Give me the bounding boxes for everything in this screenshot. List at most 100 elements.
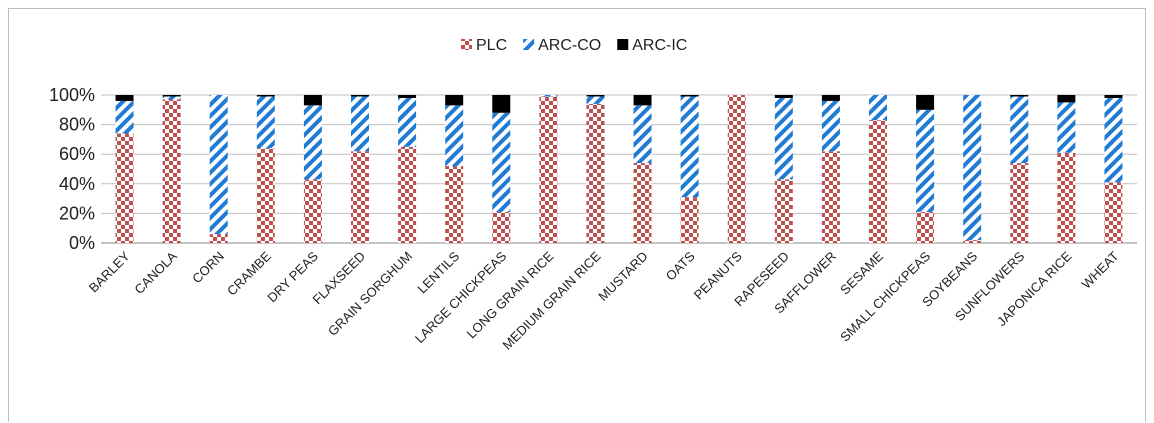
legend-swatch-plc	[461, 39, 472, 50]
bar-arc-co	[1104, 97, 1123, 183]
stacked-bar-chart: PLC ARC-CO ARC-IC 0% 20% 40% 60% 80% 100% BARLE…	[49, 37, 1137, 353]
bar-stack-corn	[209, 95, 228, 243]
bar-arc-ic	[1057, 95, 1076, 103]
bar-arc-co	[398, 97, 417, 147]
bar-stack-rapeseed	[774, 95, 793, 243]
bar-arc-co	[115, 100, 134, 134]
bar-arc-ic	[916, 95, 935, 110]
legend-swatch-arc-co	[523, 39, 535, 50]
bar-arc-co	[963, 95, 982, 241]
bar-stack-barley	[115, 95, 134, 243]
bar-stack-dry-peas	[303, 95, 322, 243]
bar-stack-flaxseed	[351, 95, 369, 243]
legend-swatch-arc-ic	[617, 39, 629, 50]
bar-plc	[115, 133, 134, 243]
bar-plc	[351, 151, 369, 243]
chart-frame: PLC ARC-CO ARC-IC 0% 20% 40% 60% 80% 100% BARLE…	[8, 8, 1146, 422]
bar-arc-co	[586, 96, 605, 104]
x-tick-label: BARLEY	[86, 248, 133, 295]
bar-arc-co	[445, 105, 464, 167]
x-tick-label: SMALL CHICKPEAS	[837, 248, 933, 344]
bar-arc-ic	[303, 95, 322, 106]
bar-plc	[586, 103, 605, 243]
bar-arc-ic	[821, 95, 840, 101]
bar-stack-japonica-rice	[1057, 95, 1076, 243]
x-tick-label: GRAIN SORGHUM	[325, 249, 415, 339]
bar-arc-co	[774, 97, 793, 180]
bar-arc-ic	[680, 95, 699, 97]
bar-plc	[916, 211, 935, 243]
bar-arc-co	[209, 95, 228, 235]
bar-stack-grain-sorghum	[398, 95, 417, 243]
bar-stack-sesame	[869, 95, 887, 243]
bar-plc	[303, 179, 322, 243]
bar-arc-co	[1057, 102, 1076, 153]
bar-stack-crambe	[256, 95, 275, 243]
bar-arc-co	[680, 96, 699, 198]
bar-plc	[162, 99, 181, 243]
bar-stack-soybeans	[963, 95, 982, 243]
bar-stack-safflower	[821, 95, 840, 243]
bar-arc-ic	[115, 95, 134, 101]
bar-arc-co	[1010, 96, 1029, 164]
gridlines	[101, 94, 1137, 244]
bar-arc-co	[633, 105, 652, 164]
bar-arc-co	[869, 95, 887, 121]
bar-arc-co	[916, 109, 935, 212]
bar-arc-ic	[256, 95, 275, 97]
bar-arc-ic	[351, 95, 369, 97]
y-tick-label: 80%	[59, 115, 95, 135]
y-tick-label: 40%	[59, 174, 95, 194]
x-tick-label: CANOLA	[131, 248, 180, 297]
x-tick-label: LARGE CHICKPEAS	[412, 248, 510, 346]
bar-plc	[1010, 163, 1029, 243]
bar-plc	[727, 95, 746, 243]
bar-stack-canola	[162, 95, 181, 243]
bar-arc-co	[539, 95, 558, 97]
bar-arc-ic	[1104, 95, 1123, 98]
bar-stack-peanuts	[727, 95, 746, 243]
y-tick-label: 20%	[59, 203, 95, 223]
bar-arc-ic	[774, 95, 793, 98]
bar-plc	[633, 163, 652, 243]
bar-plc	[869, 120, 887, 243]
legend-label-arc-ic: ARC-IC	[632, 37, 687, 54]
bar-arc-co	[821, 100, 840, 152]
bar-plc	[492, 211, 511, 243]
bar-arc-ic	[586, 95, 605, 97]
bar-arc-ic	[445, 95, 464, 106]
bar-plc	[1057, 152, 1076, 243]
bar-arc-co	[492, 112, 511, 212]
bar-arc-co	[303, 105, 322, 180]
x-tick-label: MUSTARD	[595, 249, 650, 304]
bar-arc-ic	[398, 95, 417, 98]
bar-stack-lentils	[445, 95, 464, 243]
bar-plc	[821, 151, 840, 243]
bar-arc-co	[351, 96, 369, 152]
bar-plc	[209, 234, 228, 243]
bar-stack-mustard	[633, 95, 652, 243]
bar-plc	[398, 146, 417, 243]
bar-plc	[256, 148, 275, 243]
bar-arc-co	[162, 96, 181, 100]
bar-stack-large-chickpeas	[492, 95, 511, 243]
bar-stack-medium-grain-rice	[586, 95, 605, 243]
bar-plc	[774, 179, 793, 243]
bars	[115, 95, 1123, 243]
y-tick-label: 100%	[49, 85, 95, 105]
bar-arc-ic	[162, 95, 181, 97]
x-tick-label: LONG GRAIN RICE	[464, 248, 557, 341]
bar-arc-co	[256, 96, 275, 149]
bar-plc	[1104, 182, 1123, 243]
bar-stack-wheat	[1104, 95, 1123, 243]
legend-label-arc-co: ARC-CO	[538, 37, 601, 54]
y-tick-label: 0%	[69, 233, 95, 253]
bar-stack-long-grain-rice	[539, 95, 558, 243]
bar-stack-oats	[680, 95, 699, 243]
bar-plc	[680, 197, 699, 243]
y-tick-label: 60%	[59, 144, 95, 164]
bar-stack-sunflowers	[1010, 95, 1029, 243]
y-axis: 0% 20% 40% 60% 80% 100%	[49, 85, 95, 253]
x-tick-label: CORN	[189, 249, 227, 287]
